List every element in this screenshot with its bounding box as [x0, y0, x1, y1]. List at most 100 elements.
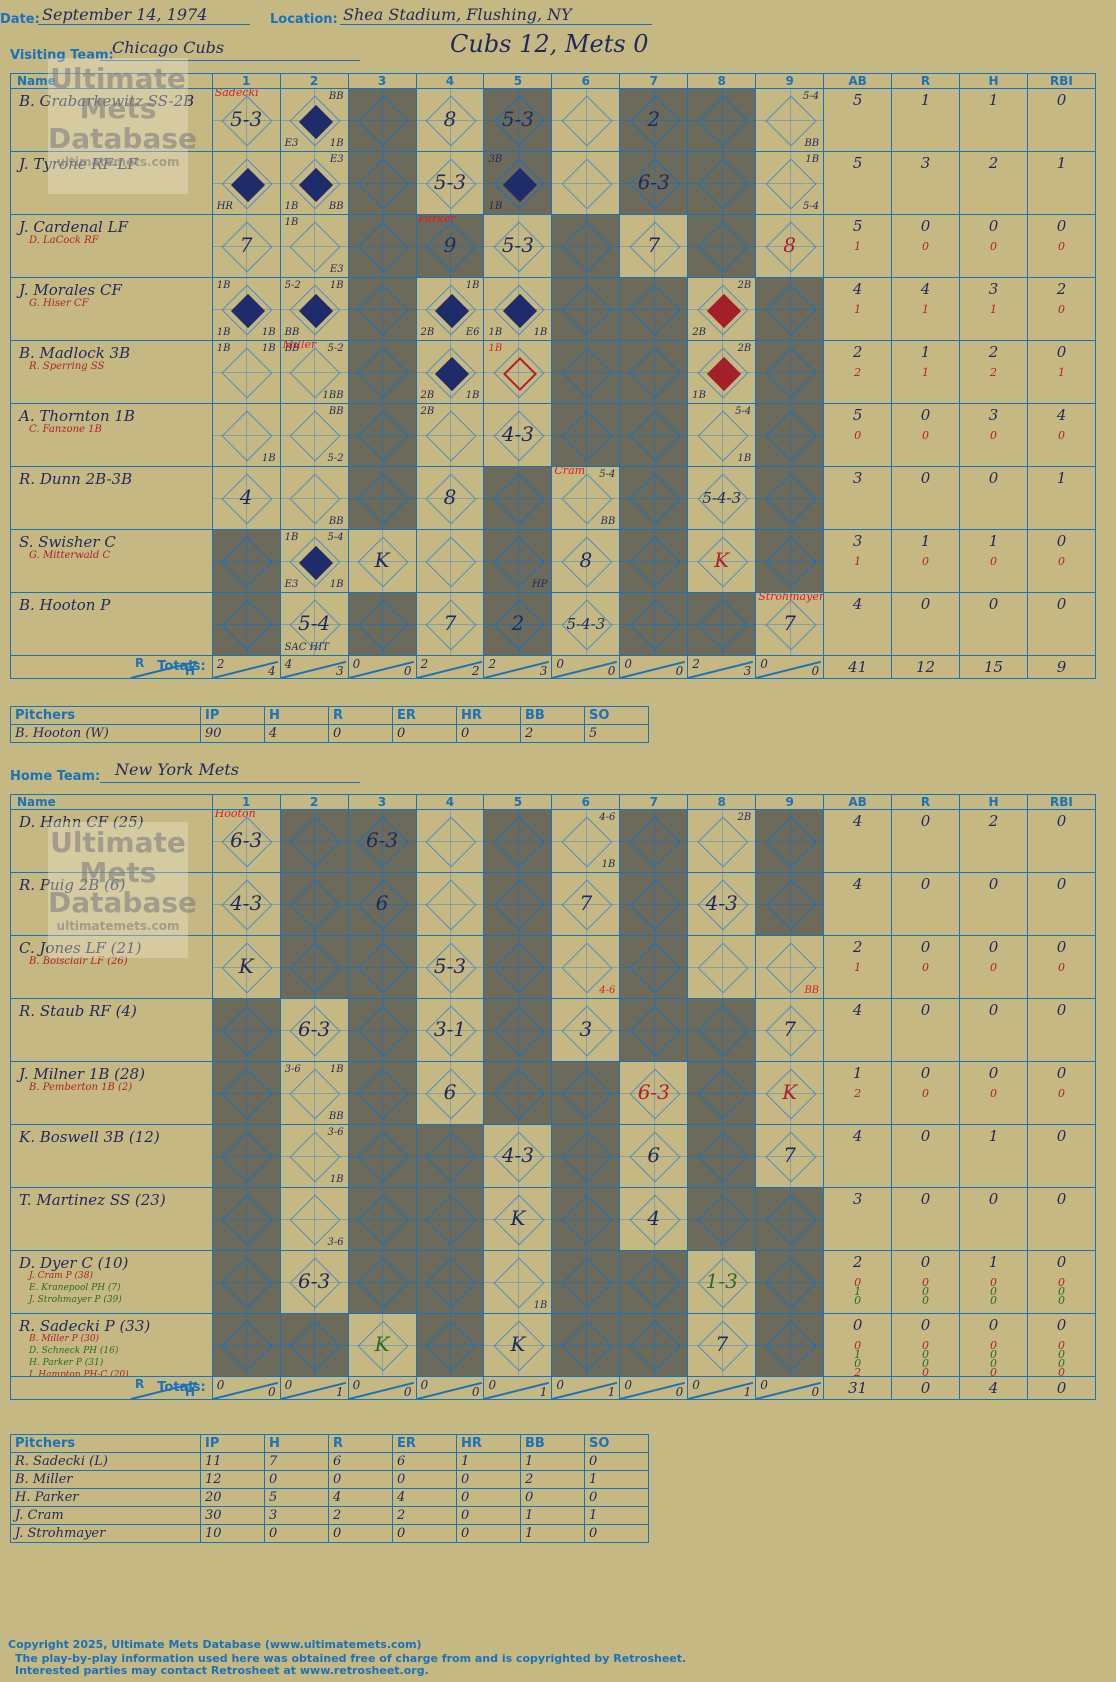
play-cell-inning-6 [551, 1187, 621, 1251]
stat-value: 0 [854, 1339, 862, 1352]
pitcher-stat: 10 [200, 1524, 265, 1543]
inning-runs: 0 [556, 1378, 565, 1392]
base-diamond [629, 347, 681, 399]
base-diamond [561, 284, 613, 336]
header-inning-4: 4 [415, 73, 485, 89]
play-note: HP [531, 579, 548, 590]
play-cell-inning-9: BB [755, 935, 825, 999]
header-name: Name [10, 794, 213, 810]
pitcher-stat: 0 [392, 1470, 457, 1489]
stat-value: 0 [989, 1366, 997, 1377]
base-diamond [697, 221, 749, 273]
play-cell-inning-6: 3 [551, 998, 621, 1062]
batter-name-cell: D. Dyer C (10) J. Cram P (38) E. Kranepool… [10, 1250, 213, 1314]
batter-row: J. Tyrone RF-LF HR E3 1B BB 5-3 3B 1B 6-3 1B 5-4 5 3… [10, 151, 1097, 215]
totals-label-cell: Totals: R H [10, 655, 213, 679]
stat-value: 0 [922, 1348, 930, 1361]
play-cell-inning-9: 1B 5-4 [755, 151, 825, 215]
play-cell-inning-5: 5-3 [483, 88, 553, 152]
play-note: 1B [465, 280, 480, 291]
stat-value: 0 [920, 217, 931, 235]
header-inning-7: 7 [619, 73, 689, 89]
play-cell-inning-2: E3 1B BB [279, 151, 349, 215]
base-diamond [629, 599, 681, 651]
stat-value: 1 [920, 532, 931, 550]
stat-value: 0 [989, 1276, 997, 1289]
play-result: 7 [783, 1143, 797, 1167]
pitcher-header-so: SO [584, 706, 649, 725]
play-cell-inning-1: 7 [211, 214, 281, 278]
stat-value: 1 [852, 1064, 863, 1082]
substitute-name: E. Kranepool PH (7) [29, 1283, 121, 1293]
pitcher-stat: 2 [520, 724, 585, 743]
play-result: 5-3 [433, 954, 467, 978]
play-cell-inning-4: 2B 1B [415, 340, 485, 404]
batter-name: T. Martinez SS (23) [19, 1191, 166, 1209]
total-ab: 41 [823, 655, 893, 679]
base-diamond [765, 347, 817, 399]
total-value: 31 [848, 1379, 868, 1397]
substitute-name: G. Mitterwald C [29, 550, 111, 561]
inning-hits: 3 [743, 664, 752, 678]
play-cell-inning-4: 6 [415, 1061, 485, 1125]
play-result: 5-3 [230, 107, 263, 131]
batter-row: B. Grabarkewitz SS-2B 5-3 Sadecki BB E3 1B 8 5-… [10, 88, 1097, 152]
base-diamond [765, 1320, 817, 1372]
base-diamond [357, 942, 409, 994]
inning-runs: 0 [556, 657, 565, 671]
inning-runs: 0 [624, 1378, 632, 1392]
stat-value: 2 [854, 1366, 862, 1377]
pitcher-name: J. Strohmayer [10, 1524, 201, 1543]
batter-name-cell: C. Jones LF (21) B. Boisclair LF (26) [10, 935, 213, 999]
play-note: 1B [692, 390, 706, 401]
play-cell-inning-6 [551, 403, 621, 467]
stat-value: 0 [1056, 343, 1067, 361]
play-note: 1B [261, 453, 276, 464]
play-cell-inning-3: 6 [347, 872, 417, 936]
base-diamond [425, 1320, 477, 1372]
stat-value: 1 [989, 303, 997, 316]
play-result: 4-3 [230, 891, 263, 915]
play-note: 5-4 [803, 201, 820, 212]
base-diamond [493, 942, 545, 994]
inning-hits: 2 [471, 664, 480, 678]
play-cell-inning-4 [415, 1187, 485, 1251]
stat-value: 0 [1056, 91, 1067, 109]
substitute-name: B. Miller P (30) [29, 1334, 100, 1344]
play-cell-inning-1 [211, 1061, 281, 1125]
play-note: 5-2 [284, 280, 301, 291]
play-cell-inning-7: 6-3 [619, 151, 689, 215]
batter-row: B. Madlock 3B R. Sperring SS 1B 1B BB 5-2 1BB M… [10, 340, 1097, 404]
base-diamond [561, 95, 613, 147]
play-note: BB [284, 327, 300, 338]
batter-name: D. Hahn CF (25) [19, 813, 144, 831]
header-inning-8: 8 [687, 73, 757, 89]
play-cell-inning-8: 2B 1B [687, 340, 757, 404]
play-result: 5-3 [501, 107, 535, 131]
total-r: 12 [891, 655, 961, 679]
base-diamond [629, 1257, 681, 1309]
home-label: Home Team: [10, 769, 101, 784]
totals-label-cell: Totals: R H [10, 1376, 213, 1400]
stat-value: 3 [920, 154, 931, 172]
play-cell-inning-8: 7 [687, 1313, 757, 1377]
stat-value: 0 [1056, 1001, 1067, 1019]
play-cell-inning-2: 1B 5-4 E3 1B [279, 529, 349, 593]
play-cell-inning-6: 4-6 1B [551, 809, 621, 873]
header-ab: AB [823, 794, 893, 810]
base-diamond [221, 1257, 273, 1309]
base-diamond [289, 816, 341, 868]
base-diamond [629, 536, 681, 588]
pitcher-stat: 0 [456, 1524, 521, 1543]
stat-rbi: 0 [1026, 998, 1097, 1062]
play-cell-inning-9 [755, 809, 825, 873]
stat-ab: 4 [823, 1124, 893, 1188]
play-result: 3-1 [433, 1017, 467, 1041]
pitcher-stat: 0 [328, 1470, 393, 1489]
total-h: 4 [959, 1376, 1028, 1400]
